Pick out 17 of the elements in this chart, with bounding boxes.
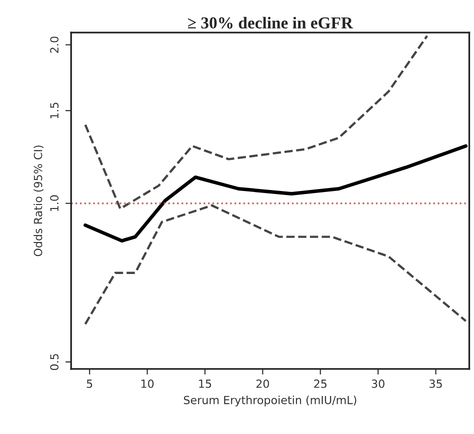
line-series <box>84 144 468 243</box>
x-tick-label: 20 <box>256 380 270 388</box>
y-axis-title: Odds Ratio (95% CI) <box>34 146 44 256</box>
y-tick-label: 1.0 <box>50 195 59 211</box>
x-tick-label: 5 <box>86 380 92 388</box>
x-tick-label: 25 <box>314 380 326 388</box>
x-tick-label: 15 <box>199 380 212 388</box>
x-tick-label: 10 <box>141 380 154 388</box>
x-axis-title: Serum Erythropoietin (mIU/mL) <box>184 396 356 406</box>
y-tick-label: 2.0 <box>50 36 59 53</box>
x-tick-label: 30 <box>372 380 384 388</box>
line-series <box>84 34 428 210</box>
chart-title: ≥ 30% decline in eGFR <box>188 16 354 29</box>
y-tick-label: 0.5 <box>50 354 59 370</box>
y-tick-label: 1.5 <box>50 102 59 118</box>
x-tick-label: 35 <box>430 380 442 388</box>
line-series <box>84 204 467 326</box>
